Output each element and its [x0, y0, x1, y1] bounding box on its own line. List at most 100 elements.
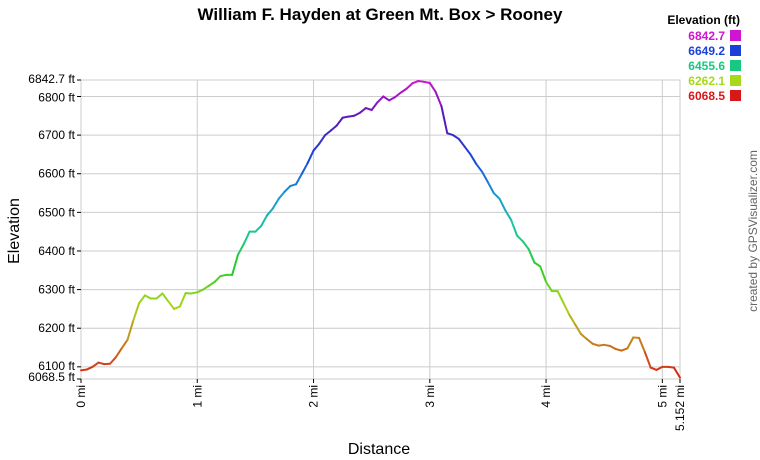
profile-segment [300, 161, 309, 175]
profile-segment [533, 261, 542, 268]
elevation-legend: Elevation (ft) 6842.76649.26455.66262.16… [667, 13, 741, 103]
y-tick-label: 6100 ft [38, 359, 75, 373]
profile-segment [539, 265, 548, 283]
profile-segment [515, 234, 524, 243]
profile-segment [143, 294, 152, 300]
profile-segment [562, 302, 571, 316]
profile-segment [207, 280, 216, 287]
profile-segment [643, 351, 652, 369]
y-tick-label: 6200 ft [38, 321, 75, 335]
profile-segment [556, 290, 565, 305]
profile-segment [579, 333, 588, 341]
profile-segment [283, 185, 292, 193]
x-tick-label: 5 mi [655, 385, 669, 408]
profile-segment [620, 347, 629, 352]
profile-segment [114, 347, 123, 359]
profile-segment [440, 105, 449, 135]
profile-segment [527, 248, 536, 264]
profile-segment [626, 336, 635, 350]
profile-segment [486, 181, 495, 195]
profile-segment [434, 90, 443, 108]
profile-segment [672, 366, 681, 379]
profile-segment [428, 81, 437, 93]
x-tick-label: 4 mi [539, 385, 553, 408]
profile-segment [260, 214, 269, 227]
profile-segment [196, 288, 205, 294]
y-tick-label: 6842.7 ft [28, 72, 75, 86]
y-tick-label: 6600 ft [38, 167, 75, 181]
profile-segment [155, 292, 164, 300]
y-tick-label: 6300 ft [38, 283, 75, 297]
y-tick-label: 6700 ft [38, 128, 75, 142]
y-tick-label: 6400 ft [38, 244, 75, 258]
profile-segment [289, 183, 298, 188]
profile-segment [370, 101, 379, 112]
y-tick-label: 6068.5 ft [28, 370, 75, 384]
profile-segment [388, 96, 396, 102]
profile-segment [591, 342, 600, 347]
profile-segment [411, 80, 420, 85]
legend-title: Elevation (ft) [667, 13, 740, 27]
profile-segment [85, 365, 94, 371]
profile-segment [457, 137, 466, 148]
profile-segment [178, 292, 187, 308]
profile-segment [353, 111, 362, 117]
profile-segment [655, 365, 664, 371]
profile-segment [649, 366, 658, 371]
profile-segment [202, 284, 210, 291]
profile-segment [492, 192, 501, 200]
legend-swatch [730, 90, 741, 101]
legend-swatch [730, 60, 741, 71]
profile-segment [364, 107, 373, 112]
profile-segment [277, 190, 286, 200]
profile-segment [359, 107, 367, 114]
profile-segment [498, 197, 507, 212]
profile-segment [475, 163, 484, 173]
profile-segment [463, 145, 472, 156]
profile-segment [324, 129, 332, 137]
profile-segment [504, 209, 513, 222]
profile-segment [521, 240, 530, 251]
profile-segment [452, 134, 460, 140]
y-tick-label: 6500 ft [38, 205, 75, 219]
legend-label: 6262.1 [688, 74, 725, 88]
legend-label: 6455.6 [688, 59, 725, 73]
y-axis-title: Elevation [6, 198, 23, 264]
profile-segment [91, 361, 100, 368]
profile-segment [120, 338, 129, 350]
profile-segment [399, 87, 408, 94]
profile-segment [510, 219, 518, 237]
legend-label: 6649.2 [688, 44, 725, 58]
profile-segment [469, 153, 478, 166]
profile-segment [393, 91, 402, 99]
elevation-profile-line [80, 80, 681, 379]
profile-segment [161, 292, 170, 303]
profile-segment [376, 95, 385, 104]
profile-segment [446, 132, 455, 137]
profile-segment [295, 172, 303, 186]
profile-segment [638, 336, 646, 354]
x-axis-ticks: 0 mi 1 mi 2 mi 3 mi 4 mi 5 mi 5.152 mi [74, 379, 687, 431]
chart-title: William F. Hayden at Green Mt. Box > Roo… [198, 5, 563, 24]
profile-segment [132, 302, 141, 322]
x-axis-title: Distance [348, 441, 410, 458]
profile-segment [167, 300, 176, 310]
profile-segment [306, 149, 315, 164]
profile-segment [126, 319, 135, 341]
legend-swatch [730, 75, 741, 86]
x-tick-label: 0 mi [74, 385, 88, 408]
profile-segment [382, 95, 391, 102]
profile-segment [312, 142, 321, 152]
profile-segment [574, 323, 582, 336]
profile-segment [213, 275, 222, 283]
legend-label: 6068.5 [688, 89, 725, 103]
x-tick-label: 3 mi [423, 385, 437, 408]
profile-segment [266, 207, 274, 217]
legend-swatch [730, 30, 741, 41]
profile-segment [405, 82, 414, 90]
profile-segment [231, 253, 239, 276]
profile-segment [254, 224, 263, 233]
profile-segment [585, 338, 594, 345]
legend-swatch [730, 45, 741, 56]
